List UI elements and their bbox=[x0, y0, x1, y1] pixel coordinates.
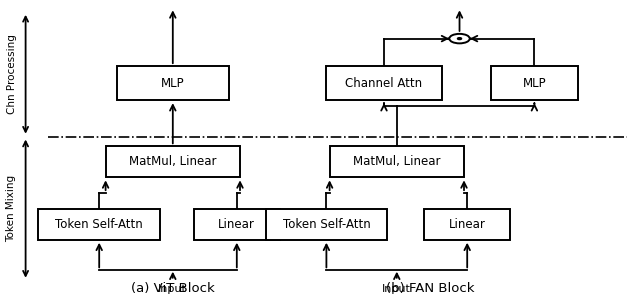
Text: Token Self-Attn: Token Self-Attn bbox=[282, 218, 371, 231]
Text: MatMul, Linear: MatMul, Linear bbox=[129, 155, 216, 168]
FancyBboxPatch shape bbox=[492, 66, 578, 100]
Text: MatMul, Linear: MatMul, Linear bbox=[353, 155, 440, 168]
Text: Chn Processing: Chn Processing bbox=[6, 34, 17, 114]
Text: Linear: Linear bbox=[449, 218, 486, 231]
Text: MLP: MLP bbox=[523, 77, 546, 90]
FancyBboxPatch shape bbox=[106, 146, 240, 178]
Text: (b) FAN Block: (b) FAN Block bbox=[386, 282, 474, 295]
Circle shape bbox=[449, 34, 470, 43]
Text: Channel Attn: Channel Attn bbox=[346, 77, 422, 90]
FancyBboxPatch shape bbox=[326, 66, 442, 100]
Text: Input: Input bbox=[382, 284, 412, 294]
Text: MLP: MLP bbox=[161, 77, 184, 90]
FancyBboxPatch shape bbox=[38, 208, 160, 240]
Text: Input: Input bbox=[158, 284, 188, 294]
Text: Token Mixing: Token Mixing bbox=[6, 175, 17, 242]
FancyBboxPatch shape bbox=[193, 208, 280, 240]
FancyBboxPatch shape bbox=[330, 146, 464, 178]
FancyBboxPatch shape bbox=[117, 66, 229, 100]
FancyBboxPatch shape bbox=[266, 208, 387, 240]
Text: Token Self-Attn: Token Self-Attn bbox=[55, 218, 143, 231]
Circle shape bbox=[458, 38, 461, 40]
Text: Linear: Linear bbox=[218, 218, 255, 231]
FancyBboxPatch shape bbox=[424, 208, 511, 240]
Text: (a) ViT Block: (a) ViT Block bbox=[131, 282, 214, 295]
